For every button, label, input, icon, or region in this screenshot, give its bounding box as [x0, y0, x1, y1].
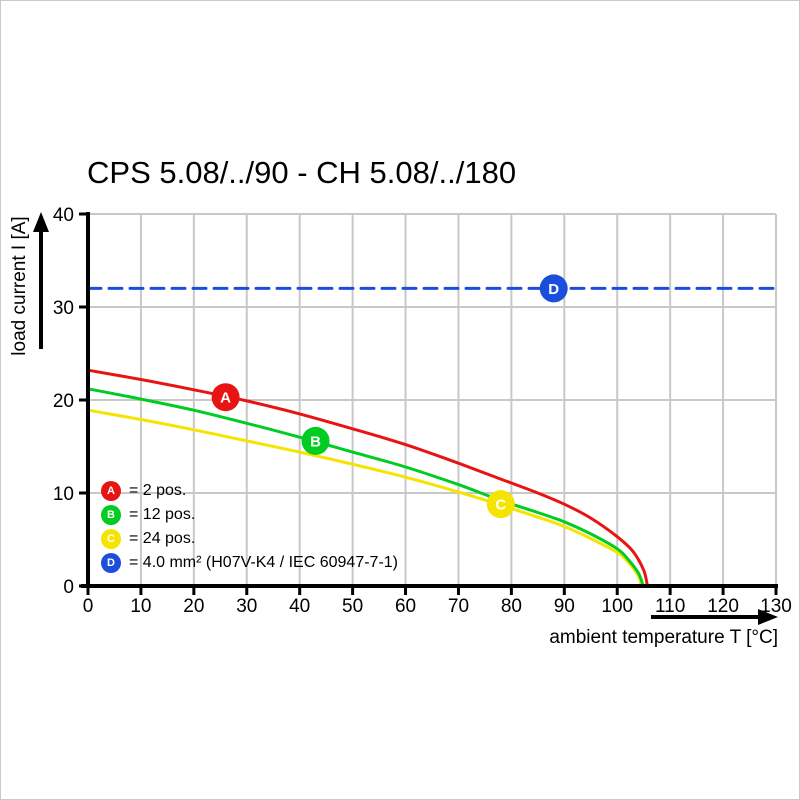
- y-axis-arrow-icon: [33, 212, 49, 349]
- x-tick-label: 120: [707, 596, 739, 617]
- chart-title: CPS 5.08/../90 - CH 5.08/../180: [87, 155, 517, 190]
- chart-legend: A = 2 pos. B = 12 pos. C = 24 pos. D = 4…: [101, 479, 398, 575]
- legend-item-12pos: B = 12 pos.: [101, 503, 398, 527]
- x-tick-label: 0: [83, 596, 94, 617]
- x-tick-label: 30: [236, 596, 257, 617]
- x-tick-label: 80: [501, 596, 522, 617]
- svg-text:D: D: [548, 281, 559, 298]
- curve-c: [86, 408, 643, 588]
- x-axis-label: ambient temperature T [°C]: [549, 627, 778, 648]
- legend-marker-b-icon: B: [101, 505, 121, 525]
- legend-label-24pos: = 24 pos.: [129, 530, 196, 547]
- x-tick-label: 10: [130, 596, 151, 617]
- curve-b: [86, 387, 645, 588]
- x-tick-label: 100: [601, 596, 633, 617]
- legend-label-wire: = 4.0 mm² (H07V-K4 / IEC 60947-7-1): [129, 554, 398, 571]
- y-tick-label: 0: [63, 577, 74, 598]
- x-tick-label: 20: [183, 596, 204, 617]
- y-tick-label: 40: [53, 205, 74, 226]
- x-tick-label: 70: [448, 596, 469, 617]
- legend-item-24pos: C = 24 pos.: [101, 527, 398, 551]
- x-tick-label: 50: [342, 596, 363, 617]
- legend-label-12pos: = 12 pos.: [129, 506, 196, 523]
- y-axis-label: load current I [A]: [9, 216, 30, 355]
- y-tick-label: 20: [53, 391, 74, 412]
- curves: [86, 286, 778, 588]
- svg-text:A: A: [220, 390, 231, 407]
- grid: [88, 213, 777, 586]
- legend-item-wire: D = 4.0 mm² (H07V-K4 / IEC 60947-7-1): [101, 551, 398, 575]
- legend-marker-a-icon: A: [101, 481, 121, 501]
- y-tick-label: 30: [53, 298, 74, 319]
- marker-c: C: [486, 490, 515, 519]
- legend-marker-d-icon: D: [101, 553, 121, 573]
- tick-labels: 0 10 20 30 40 50 60 70 80 90 100 110 120 130 0 10 20 30 40: [53, 205, 792, 617]
- svg-text:C: C: [495, 497, 506, 514]
- y-tick-label: 10: [53, 484, 74, 505]
- marker-a: A: [211, 383, 240, 412]
- curve-markers: C B A D: [211, 274, 568, 519]
- x-tick-label: 60: [395, 596, 416, 617]
- marker-b: B: [301, 426, 330, 455]
- svg-text:B: B: [310, 433, 321, 450]
- marker-d: D: [539, 274, 568, 303]
- x-axis-arrow-icon: [651, 609, 778, 625]
- axes: [79, 212, 778, 595]
- legend-label-2pos: = 2 pos.: [129, 482, 187, 499]
- x-tick-label: 130: [760, 596, 792, 617]
- x-tick-label: 40: [289, 596, 310, 617]
- x-tick-label: 110: [655, 596, 685, 617]
- legend-marker-c-icon: C: [101, 529, 121, 549]
- x-tick-label: 90: [554, 596, 575, 617]
- legend-item-2pos: A = 2 pos.: [101, 479, 398, 503]
